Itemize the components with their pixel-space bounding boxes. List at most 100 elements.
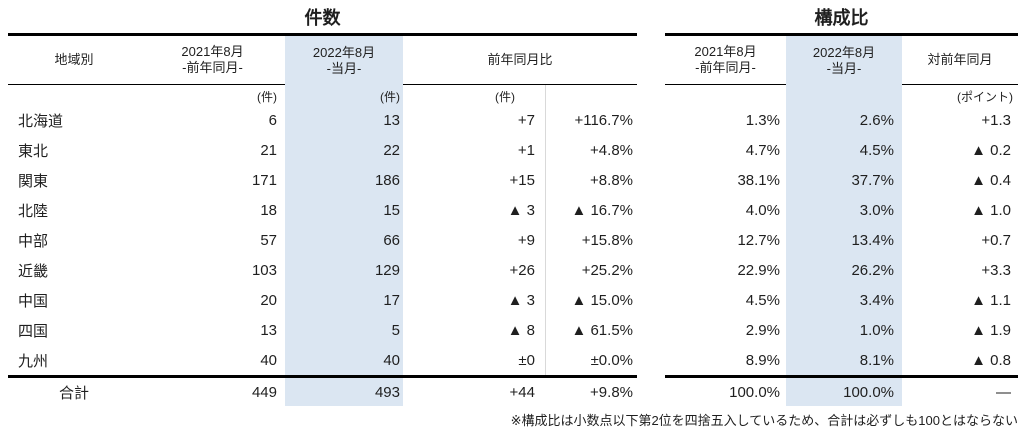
count-total-diff-value: +44 bbox=[403, 375, 545, 406]
share-prev-year-value: 1.3% bbox=[745, 112, 780, 130]
count-current-value: 17 bbox=[285, 285, 403, 316]
unit-cell-empty bbox=[786, 85, 902, 106]
count-current-value: 13 bbox=[285, 106, 403, 136]
region-label: 北海道 bbox=[18, 113, 64, 131]
share-total-point-value: — bbox=[902, 375, 1018, 406]
share-table-title: 構成比 bbox=[814, 8, 869, 28]
count-prev-year-value: 20 bbox=[260, 291, 277, 309]
count-yoy-unit: (件) bbox=[495, 90, 515, 104]
share-point-value: +0.7 bbox=[981, 232, 1011, 249]
share-prev-year-value: 4.5% bbox=[745, 291, 780, 309]
share-point-value: ▲ 1.0 bbox=[971, 202, 1011, 220]
count-total-label: 合計 bbox=[8, 375, 140, 406]
share-prev-year-column-header: 2021年8月 -前年同月- bbox=[665, 36, 786, 85]
share-current-value: 3.0% bbox=[786, 195, 902, 226]
count-prev-year-value: 6 bbox=[268, 112, 277, 130]
share-vs-prev-column-header: 対前年同月 bbox=[902, 36, 1018, 85]
count-prev-year-value: 103 bbox=[251, 261, 277, 279]
count-yoy-column-header: 前年同月比 bbox=[403, 36, 637, 85]
share-prev-year-value: 4.7% bbox=[745, 142, 780, 160]
count-pct-value: ±0.0% bbox=[545, 345, 637, 376]
count-prev-year-column-header: 2021年8月 -前年同月- bbox=[140, 36, 285, 85]
count-pct-value: +116.7% bbox=[545, 106, 637, 136]
unit-cell-empty bbox=[8, 85, 140, 106]
count-current-value: 66 bbox=[285, 225, 403, 256]
region-label: 北陸 bbox=[18, 203, 49, 221]
share-point-value: +3.3 bbox=[981, 261, 1011, 279]
share-total-current-value: 100.0% bbox=[786, 375, 902, 407]
share-table-grid: 2021年8月 -前年同月- 2022年8月 -当月- 対前年同月 (ポイント)… bbox=[665, 33, 1018, 407]
count-diff-value: ▲ 3 bbox=[507, 202, 535, 220]
count-prev-year-value: 171 bbox=[251, 172, 277, 190]
count-pct-value: +25.2% bbox=[545, 255, 637, 286]
share-current-value: 1.0% bbox=[786, 315, 902, 346]
share-point-value: ▲ 1.1 bbox=[971, 291, 1011, 309]
header-line2: -当月- bbox=[826, 60, 862, 76]
share-prev-year-value: 4.0% bbox=[745, 202, 780, 220]
count-prev-year-value: 57 bbox=[260, 232, 277, 249]
region-label: 四国 bbox=[18, 322, 49, 340]
count-prev-year-value: 18 bbox=[260, 202, 277, 220]
share-point-value: +1.3 bbox=[981, 112, 1011, 130]
count-pct-value: +8.8% bbox=[545, 165, 637, 196]
count-diff-value: +9 bbox=[517, 232, 535, 249]
share-point-value: ▲ 1.9 bbox=[971, 321, 1011, 339]
header-line1: 2021年8月 bbox=[694, 44, 757, 59]
count-total-current-value: 493 bbox=[285, 375, 403, 407]
share-point-value: ▲ 0.4 bbox=[971, 172, 1011, 190]
count-table-grid: 地域別 2021年8月 -前年同月- 2022年8月 -当月- 前年同月比 (件… bbox=[8, 33, 637, 407]
unit-cell-empty bbox=[665, 85, 786, 106]
share-prev-year-value: 22.9% bbox=[737, 261, 780, 279]
header-line1: 2022年8月 bbox=[812, 44, 876, 60]
region-label: 中部 bbox=[18, 233, 49, 250]
count-prev-year-value: 13 bbox=[260, 321, 277, 339]
count-current-value: 186 bbox=[285, 165, 403, 196]
region-label: 関東 bbox=[18, 173, 49, 191]
count-pct-value: +15.8% bbox=[545, 225, 637, 256]
count-diff-value: +26 bbox=[509, 261, 535, 279]
share-current-value: 3.4% bbox=[786, 285, 902, 316]
header-line1: 2021年8月 bbox=[181, 44, 244, 59]
count-current-column-header: 2022年8月 -当月- bbox=[285, 36, 403, 85]
share-current-column-header: 2022年8月 -当月- bbox=[786, 36, 902, 85]
region-column-header: 地域別 bbox=[8, 36, 140, 85]
count-prev-year-unit: (件) bbox=[257, 90, 277, 104]
share-current-value: 13.4% bbox=[786, 225, 902, 256]
share-point-value: ▲ 0.8 bbox=[971, 351, 1011, 369]
count-prev-year-value: 21 bbox=[260, 142, 277, 160]
count-diff-value: +1 bbox=[517, 142, 535, 160]
share-current-value: 2.6% bbox=[786, 106, 902, 136]
header-line1: 2022年8月 bbox=[312, 44, 376, 60]
count-diff-value: ▲ 8 bbox=[507, 321, 535, 339]
region-label: 東北 bbox=[18, 143, 49, 161]
share-point-value: ▲ 0.2 bbox=[971, 142, 1011, 160]
share-current-value: 37.7% bbox=[786, 165, 902, 196]
header-line2: -前年同月- bbox=[695, 60, 756, 75]
share-current-value: 8.1% bbox=[786, 345, 902, 376]
count-current-value: 15 bbox=[285, 195, 403, 226]
share-current-value: 26.2% bbox=[786, 255, 902, 286]
count-pct-value: ▲ 15.0% bbox=[545, 285, 637, 316]
region-label: 中国 bbox=[18, 292, 49, 310]
share-prev-year-value: 12.7% bbox=[737, 232, 780, 249]
share-prev-year-value: 38.1% bbox=[737, 172, 780, 190]
header-line2: -当月- bbox=[326, 60, 362, 76]
count-diff-value: +15 bbox=[509, 172, 535, 190]
unit-cell-empty bbox=[545, 85, 637, 106]
count-pct-value: ▲ 16.7% bbox=[545, 195, 637, 226]
count-current-unit: (件) bbox=[285, 85, 403, 106]
share-prev-year-value: 8.9% bbox=[745, 351, 780, 369]
count-current-value: 129 bbox=[285, 255, 403, 286]
count-current-value: 40 bbox=[285, 345, 403, 376]
count-pct-value: ▲ 61.5% bbox=[545, 315, 637, 346]
region-label: 近畿 bbox=[18, 262, 49, 280]
region-label: 九州 bbox=[18, 352, 49, 370]
share-table: 構成比 2021年8月 -前年同月- 2022年8月 -当月- 対前年同月 (ポ… bbox=[665, 6, 1018, 407]
count-prev-year-value: 40 bbox=[260, 351, 277, 369]
share-vs-prev-unit: (ポイント) bbox=[957, 90, 1013, 104]
count-pct-value: +4.8% bbox=[545, 135, 637, 166]
count-diff-value: ▲ 3 bbox=[507, 291, 535, 309]
share-prev-year-value: 2.9% bbox=[745, 321, 780, 339]
count-total-pct-value: +9.8% bbox=[545, 375, 637, 406]
count-current-value: 5 bbox=[285, 315, 403, 346]
